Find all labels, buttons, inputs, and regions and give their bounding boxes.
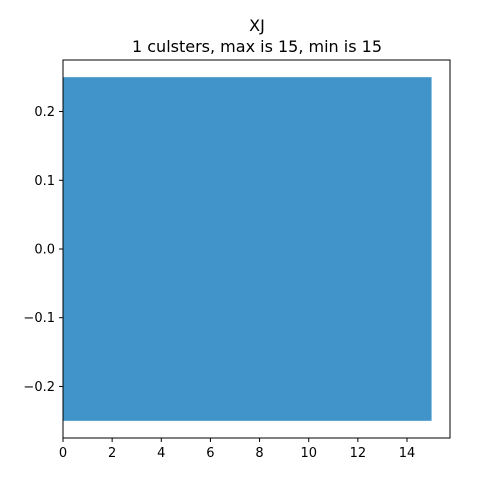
x-tick-label-10: 10: [300, 446, 317, 461]
x-tick-label-0: 0: [59, 446, 67, 461]
y-tick-label-3: −0.1: [23, 311, 55, 326]
y-tick-label-1: 0.1: [34, 174, 55, 189]
x-tick-label-8: 8: [255, 446, 263, 461]
x-tick-label-2: 2: [108, 446, 116, 461]
x-tick-label-14: 14: [399, 446, 416, 461]
chart-subtitle: 1 culsters, max is 15, min is 15: [132, 37, 382, 56]
x-tick-label-4: 4: [157, 446, 165, 461]
x-tick-label-12: 12: [350, 446, 367, 461]
bar-0: [63, 77, 432, 421]
x-tick-label-6: 6: [206, 446, 214, 461]
plot-area: 0 2 4 6 8 10 12 14 0.2 0.1 0.0 −0.1 −0.2: [23, 59, 451, 461]
chart-title: XJ: [249, 16, 265, 35]
y-tick-label-4: −0.2: [23, 380, 55, 395]
y-tick-label-0: 0.2: [34, 105, 55, 120]
y-tick-label-2: 0.0: [34, 243, 55, 258]
